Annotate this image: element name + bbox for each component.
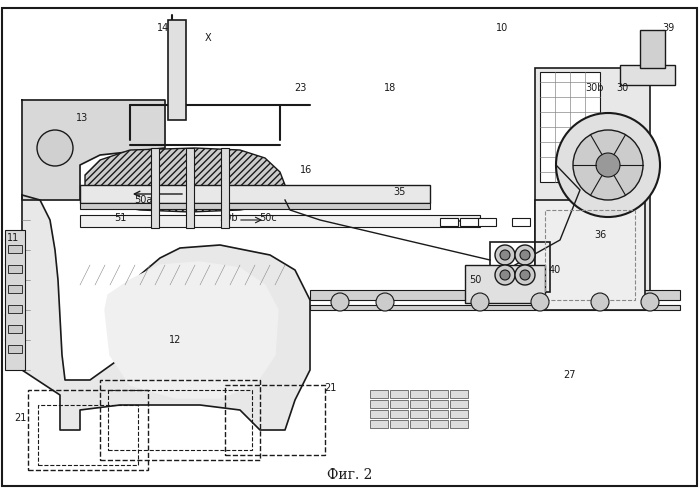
Bar xyxy=(38,405,138,465)
Bar xyxy=(430,400,448,408)
Circle shape xyxy=(495,245,515,265)
Text: 51: 51 xyxy=(114,213,127,223)
Circle shape xyxy=(515,245,535,265)
Bar xyxy=(390,420,408,428)
Text: 50a: 50a xyxy=(134,195,152,205)
Bar xyxy=(310,305,680,310)
Polygon shape xyxy=(85,148,285,212)
Text: 27: 27 xyxy=(564,370,576,380)
Bar xyxy=(80,215,480,227)
Circle shape xyxy=(500,270,510,280)
Bar xyxy=(80,185,430,203)
Text: 11: 11 xyxy=(7,233,19,243)
Bar xyxy=(545,210,635,300)
Bar xyxy=(8,325,22,333)
Text: 16: 16 xyxy=(300,165,312,175)
Bar xyxy=(151,148,159,228)
Bar xyxy=(450,420,468,428)
Text: 36: 36 xyxy=(594,230,606,240)
Bar xyxy=(310,290,680,300)
Text: 12: 12 xyxy=(169,335,181,345)
Text: Фиг. 2: Фиг. 2 xyxy=(327,468,373,482)
Bar xyxy=(8,305,22,313)
Bar xyxy=(100,380,260,460)
Circle shape xyxy=(500,250,510,260)
Circle shape xyxy=(515,265,535,285)
Bar xyxy=(450,400,468,408)
Text: 39: 39 xyxy=(662,23,674,33)
Bar xyxy=(410,390,428,398)
Text: 30: 30 xyxy=(616,83,628,93)
Bar xyxy=(490,242,550,292)
Circle shape xyxy=(591,293,609,311)
Bar xyxy=(390,410,408,418)
Text: 21: 21 xyxy=(14,413,26,423)
Text: 40: 40 xyxy=(549,265,561,275)
Circle shape xyxy=(520,250,530,260)
Circle shape xyxy=(37,130,73,166)
Polygon shape xyxy=(22,100,165,200)
Circle shape xyxy=(556,113,660,217)
Bar xyxy=(540,72,600,182)
Bar xyxy=(410,400,428,408)
Polygon shape xyxy=(22,195,310,430)
Bar xyxy=(535,200,645,310)
Bar xyxy=(410,420,428,428)
Circle shape xyxy=(641,293,659,311)
Bar xyxy=(410,410,428,418)
Bar xyxy=(225,385,325,455)
Text: 14: 14 xyxy=(157,23,169,33)
Bar xyxy=(430,410,448,418)
Text: 30b: 30b xyxy=(586,83,604,93)
Circle shape xyxy=(573,130,643,200)
Bar xyxy=(460,218,478,226)
Bar xyxy=(450,410,468,418)
Text: 23: 23 xyxy=(294,83,306,93)
Bar xyxy=(512,218,530,226)
Bar xyxy=(430,390,448,398)
Circle shape xyxy=(531,293,549,311)
Bar xyxy=(186,148,194,228)
Text: 13: 13 xyxy=(76,113,88,123)
Polygon shape xyxy=(105,262,278,398)
Circle shape xyxy=(596,153,620,177)
Bar xyxy=(28,390,148,470)
Bar xyxy=(108,390,252,450)
Bar xyxy=(80,203,430,209)
Text: 10: 10 xyxy=(496,23,508,33)
Bar xyxy=(465,265,545,303)
Bar xyxy=(430,420,448,428)
Bar xyxy=(221,148,229,228)
Text: 50c: 50c xyxy=(259,213,277,223)
Text: 35: 35 xyxy=(394,187,406,197)
Text: 18: 18 xyxy=(384,83,396,93)
Bar xyxy=(640,30,665,68)
Bar xyxy=(370,420,388,428)
Circle shape xyxy=(376,293,394,311)
Circle shape xyxy=(331,293,349,311)
Text: 21: 21 xyxy=(324,383,336,393)
Bar xyxy=(8,245,22,253)
Text: 50b: 50b xyxy=(219,213,238,223)
Bar xyxy=(478,218,496,226)
Bar xyxy=(390,390,408,398)
Bar xyxy=(620,65,675,85)
Bar xyxy=(390,400,408,408)
Bar xyxy=(370,410,388,418)
Bar xyxy=(440,218,458,226)
Bar xyxy=(8,345,22,353)
Bar xyxy=(535,68,650,308)
Bar xyxy=(8,285,22,293)
Bar xyxy=(5,230,25,370)
Bar xyxy=(370,390,388,398)
Circle shape xyxy=(495,265,515,285)
Bar xyxy=(370,400,388,408)
Bar xyxy=(450,390,468,398)
Bar xyxy=(8,265,22,273)
Bar xyxy=(168,20,186,120)
Text: 50: 50 xyxy=(469,275,481,285)
Text: X: X xyxy=(205,33,211,43)
Circle shape xyxy=(471,293,489,311)
Circle shape xyxy=(520,270,530,280)
